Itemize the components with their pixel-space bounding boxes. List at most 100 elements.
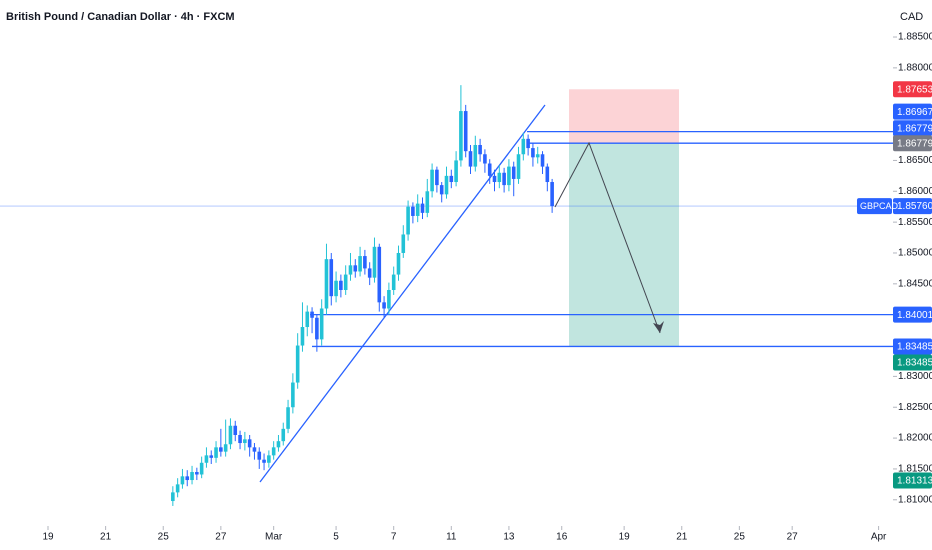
candle-body [243, 439, 247, 444]
candle-body [324, 259, 329, 309]
candle-body [550, 182, 554, 207]
candle-body [411, 206, 415, 216]
candle-body [387, 290, 391, 309]
candle-body [372, 246, 377, 278]
candle-body [291, 382, 295, 408]
candle-body [545, 166, 550, 183]
x-tick-label: Mar [265, 532, 283, 543]
candle-body [396, 252, 401, 275]
candle-body [329, 259, 334, 297]
price-label-box [893, 81, 932, 98]
candle-body [473, 145, 478, 167]
price-label: 1.83485 [897, 342, 932, 353]
x-tick-label: 13 [503, 532, 515, 543]
price-label-box [893, 306, 932, 323]
chart-title: British Pound / Canadian Dollar · 4h · F… [6, 11, 235, 23]
price-label-box [893, 354, 932, 371]
candle-body [401, 234, 406, 253]
candle-body [228, 425, 233, 445]
axis-unit: CAD [900, 11, 923, 23]
candle-body [516, 154, 521, 179]
y-tick-label: 1.84500 [898, 278, 932, 289]
projection-arrow [554, 141, 661, 334]
price-label: 1.81313 [897, 476, 932, 487]
candle-body [454, 160, 458, 183]
x-tick-label: 5 [333, 532, 339, 543]
price-label: 1.86779 [897, 123, 932, 134]
candle-body [449, 175, 454, 183]
candle-body [276, 441, 281, 448]
candle-body [219, 447, 223, 452]
candle-body [267, 455, 271, 463]
candle-body [348, 265, 353, 275]
price-label-box [893, 135, 932, 152]
price-label: 1.86779 [897, 138, 932, 149]
symbol-box [857, 198, 892, 215]
candle-body [420, 203, 425, 213]
price-label: 1.87653 [897, 84, 932, 95]
price-label-box [893, 103, 932, 120]
candle-body [339, 280, 343, 290]
candle-body [377, 246, 382, 303]
candle-body [204, 455, 209, 463]
candle-body [271, 447, 276, 456]
candle-body [487, 163, 492, 176]
candle-body [281, 428, 286, 442]
candle-body [502, 172, 506, 186]
y-tick-label: 1.88000 [898, 63, 932, 74]
candle-body [295, 345, 300, 383]
price-label: 1.83485 [897, 358, 932, 369]
candle-body [463, 111, 468, 152]
candle-body [214, 447, 218, 458]
x-tick-label: 19 [42, 532, 54, 543]
candle-body [521, 138, 526, 155]
y-tick-label: 1.86500 [898, 155, 932, 166]
candle-body [315, 317, 319, 340]
price-label: 1.86967 [897, 107, 932, 118]
y-tick-label: 1.86000 [898, 186, 932, 197]
candle-body [439, 185, 444, 195]
candle-body [300, 327, 305, 346]
candle-body [238, 435, 242, 444]
candle-body [526, 138, 530, 149]
x-tick-label: 11 [446, 532, 457, 543]
candle-body [483, 154, 487, 164]
candle-body [492, 175, 497, 183]
x-tick-label: Apr [871, 532, 887, 543]
x-tick-label: 16 [556, 532, 568, 543]
candle-body [425, 191, 430, 213]
price-label: 1.84001 [897, 310, 932, 321]
candle-body [406, 206, 410, 235]
target-zone [569, 143, 679, 347]
candle-body [478, 145, 482, 155]
symbol-label: GBPCAD [860, 201, 899, 211]
candle-body [459, 111, 463, 161]
candle-body [185, 476, 190, 481]
candle-body [262, 459, 266, 463]
candle-body [430, 169, 434, 192]
stop-zone [569, 89, 679, 144]
candle-body [319, 308, 324, 340]
x-tick-label: 25 [158, 532, 170, 543]
y-tick-label: 1.88500 [898, 32, 932, 43]
candle-body [435, 169, 439, 186]
candle-body [223, 444, 228, 452]
price-label-box [893, 338, 932, 355]
candle-body [233, 425, 238, 435]
candle-body [391, 274, 396, 290]
candle-body [415, 203, 420, 216]
candle-body [286, 407, 290, 429]
x-tick-label: 21 [676, 532, 688, 543]
candle-body [305, 311, 310, 328]
candle-body [343, 274, 348, 290]
candle-body [468, 151, 473, 167]
candle-body [382, 302, 386, 309]
candle-body [540, 154, 545, 167]
candle-body [363, 256, 367, 269]
candle-body [353, 265, 358, 272]
y-tick-label: 1.82500 [898, 402, 932, 413]
candle-body [444, 175, 449, 195]
candle-body [247, 439, 252, 448]
price-label-box [893, 198, 932, 215]
